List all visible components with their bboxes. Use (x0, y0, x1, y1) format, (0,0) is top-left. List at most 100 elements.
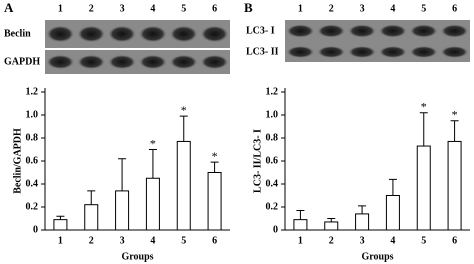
y-tick-label: 1.0 (266, 109, 279, 120)
significance-marker: * (150, 136, 156, 150)
y-tick-label: 0.2 (26, 201, 39, 212)
blot-band (200, 54, 229, 70)
blot-band (139, 54, 167, 70)
x-tick-label: 5 (421, 235, 426, 246)
error-bar (179, 115, 188, 142)
error-bar (388, 178, 397, 196)
blot-band (440, 24, 469, 38)
blot-band (169, 54, 198, 70)
bar (355, 213, 370, 231)
y-tick-label: 0 (33, 224, 38, 235)
error-bar (118, 158, 127, 191)
error-bar (358, 205, 367, 214)
y-tick-label: 0.4 (26, 178, 39, 189)
blot-band (77, 25, 106, 43)
blot-band (108, 54, 136, 70)
panel-label: A (4, 0, 14, 15)
lane-label: 5 (421, 3, 426, 14)
error-bar (210, 161, 219, 173)
bar (447, 140, 462, 231)
bar (115, 190, 130, 231)
y-tick-label: 0.2 (266, 201, 279, 212)
y-tick-label: 0.8 (26, 132, 39, 143)
x-axis-label: Groups (121, 251, 153, 262)
bar (53, 219, 68, 231)
lane-label: 6 (452, 3, 457, 14)
panel-label: B (244, 0, 253, 15)
lane-label: 2 (89, 3, 94, 14)
lane-label: 3 (120, 3, 125, 14)
bar (385, 195, 400, 231)
blot-band (139, 25, 167, 43)
bar (207, 172, 222, 231)
blot-band (77, 54, 106, 70)
lane-label: 1 (298, 3, 303, 14)
blot-band (286, 46, 315, 58)
x-tick-label: 6 (452, 235, 457, 246)
lane-label: 1 (58, 3, 63, 14)
blot-row-label: GAPDH (4, 56, 40, 67)
blot-band (348, 24, 376, 38)
blot-band (379, 24, 407, 38)
lane-label: 4 (150, 3, 155, 14)
blot-row-label: LC3- II (246, 46, 279, 57)
bar (84, 204, 99, 231)
y-tick-label: 0 (273, 224, 278, 235)
significance-marker: * (212, 149, 218, 163)
lane-label: 2 (329, 3, 334, 14)
y-tick-label: 1.2 (26, 86, 39, 97)
blot-band (46, 25, 75, 43)
x-tick-label: 6 (212, 235, 217, 246)
blot-band (409, 46, 438, 58)
blot-band (317, 46, 346, 58)
x-tick-label: 4 (390, 235, 395, 246)
blot-band (317, 24, 346, 38)
blot-band (409, 24, 438, 38)
x-tick-label: 4 (150, 235, 155, 246)
y-tick-label: 0.6 (26, 155, 39, 166)
x-tick-label: 1 (298, 235, 303, 246)
blot-band (379, 46, 407, 58)
bar (145, 177, 160, 231)
y-axis-label: Beclin/GAPDH (12, 128, 23, 194)
blot-band (200, 25, 229, 43)
x-axis-label: Groups (361, 251, 393, 262)
error-bar (419, 112, 428, 147)
blot-band (440, 46, 469, 58)
lane-label: 3 (360, 3, 365, 14)
error-bar (56, 215, 65, 220)
x-tick-label: 2 (329, 235, 334, 246)
bar (416, 145, 431, 231)
bar (293, 219, 308, 231)
error-bar (148, 149, 157, 179)
blot-row-label: Beclin (4, 28, 31, 39)
lane-label: 4 (390, 3, 395, 14)
y-tick-label: 1.2 (266, 86, 279, 97)
blot-band (348, 46, 376, 58)
blot-background (45, 20, 230, 48)
blot-background (45, 50, 230, 74)
error-bar (87, 190, 96, 205)
x-tick-label: 1 (58, 235, 63, 246)
blot-band (108, 25, 136, 43)
significance-marker: * (452, 108, 458, 122)
error-bar (450, 120, 459, 142)
blot-band (169, 25, 198, 43)
significance-marker: * (421, 99, 427, 113)
blot-band (286, 24, 315, 38)
error-bar (327, 218, 336, 222)
x-tick-label: 3 (120, 235, 125, 246)
y-tick-label: 1.0 (26, 109, 39, 120)
bar (176, 140, 191, 231)
lane-label: 5 (181, 3, 186, 14)
y-axis-label: LC3- II/LC3- I (252, 129, 263, 193)
y-tick-label: 0.4 (266, 178, 279, 189)
x-tick-label: 5 (181, 235, 186, 246)
y-tick-label: 0.6 (266, 155, 279, 166)
lane-label: 6 (212, 3, 217, 14)
significance-marker: * (181, 103, 187, 117)
bar (324, 221, 339, 231)
blot-row-label: LC3- I (246, 25, 275, 36)
x-tick-label: 3 (360, 235, 365, 246)
